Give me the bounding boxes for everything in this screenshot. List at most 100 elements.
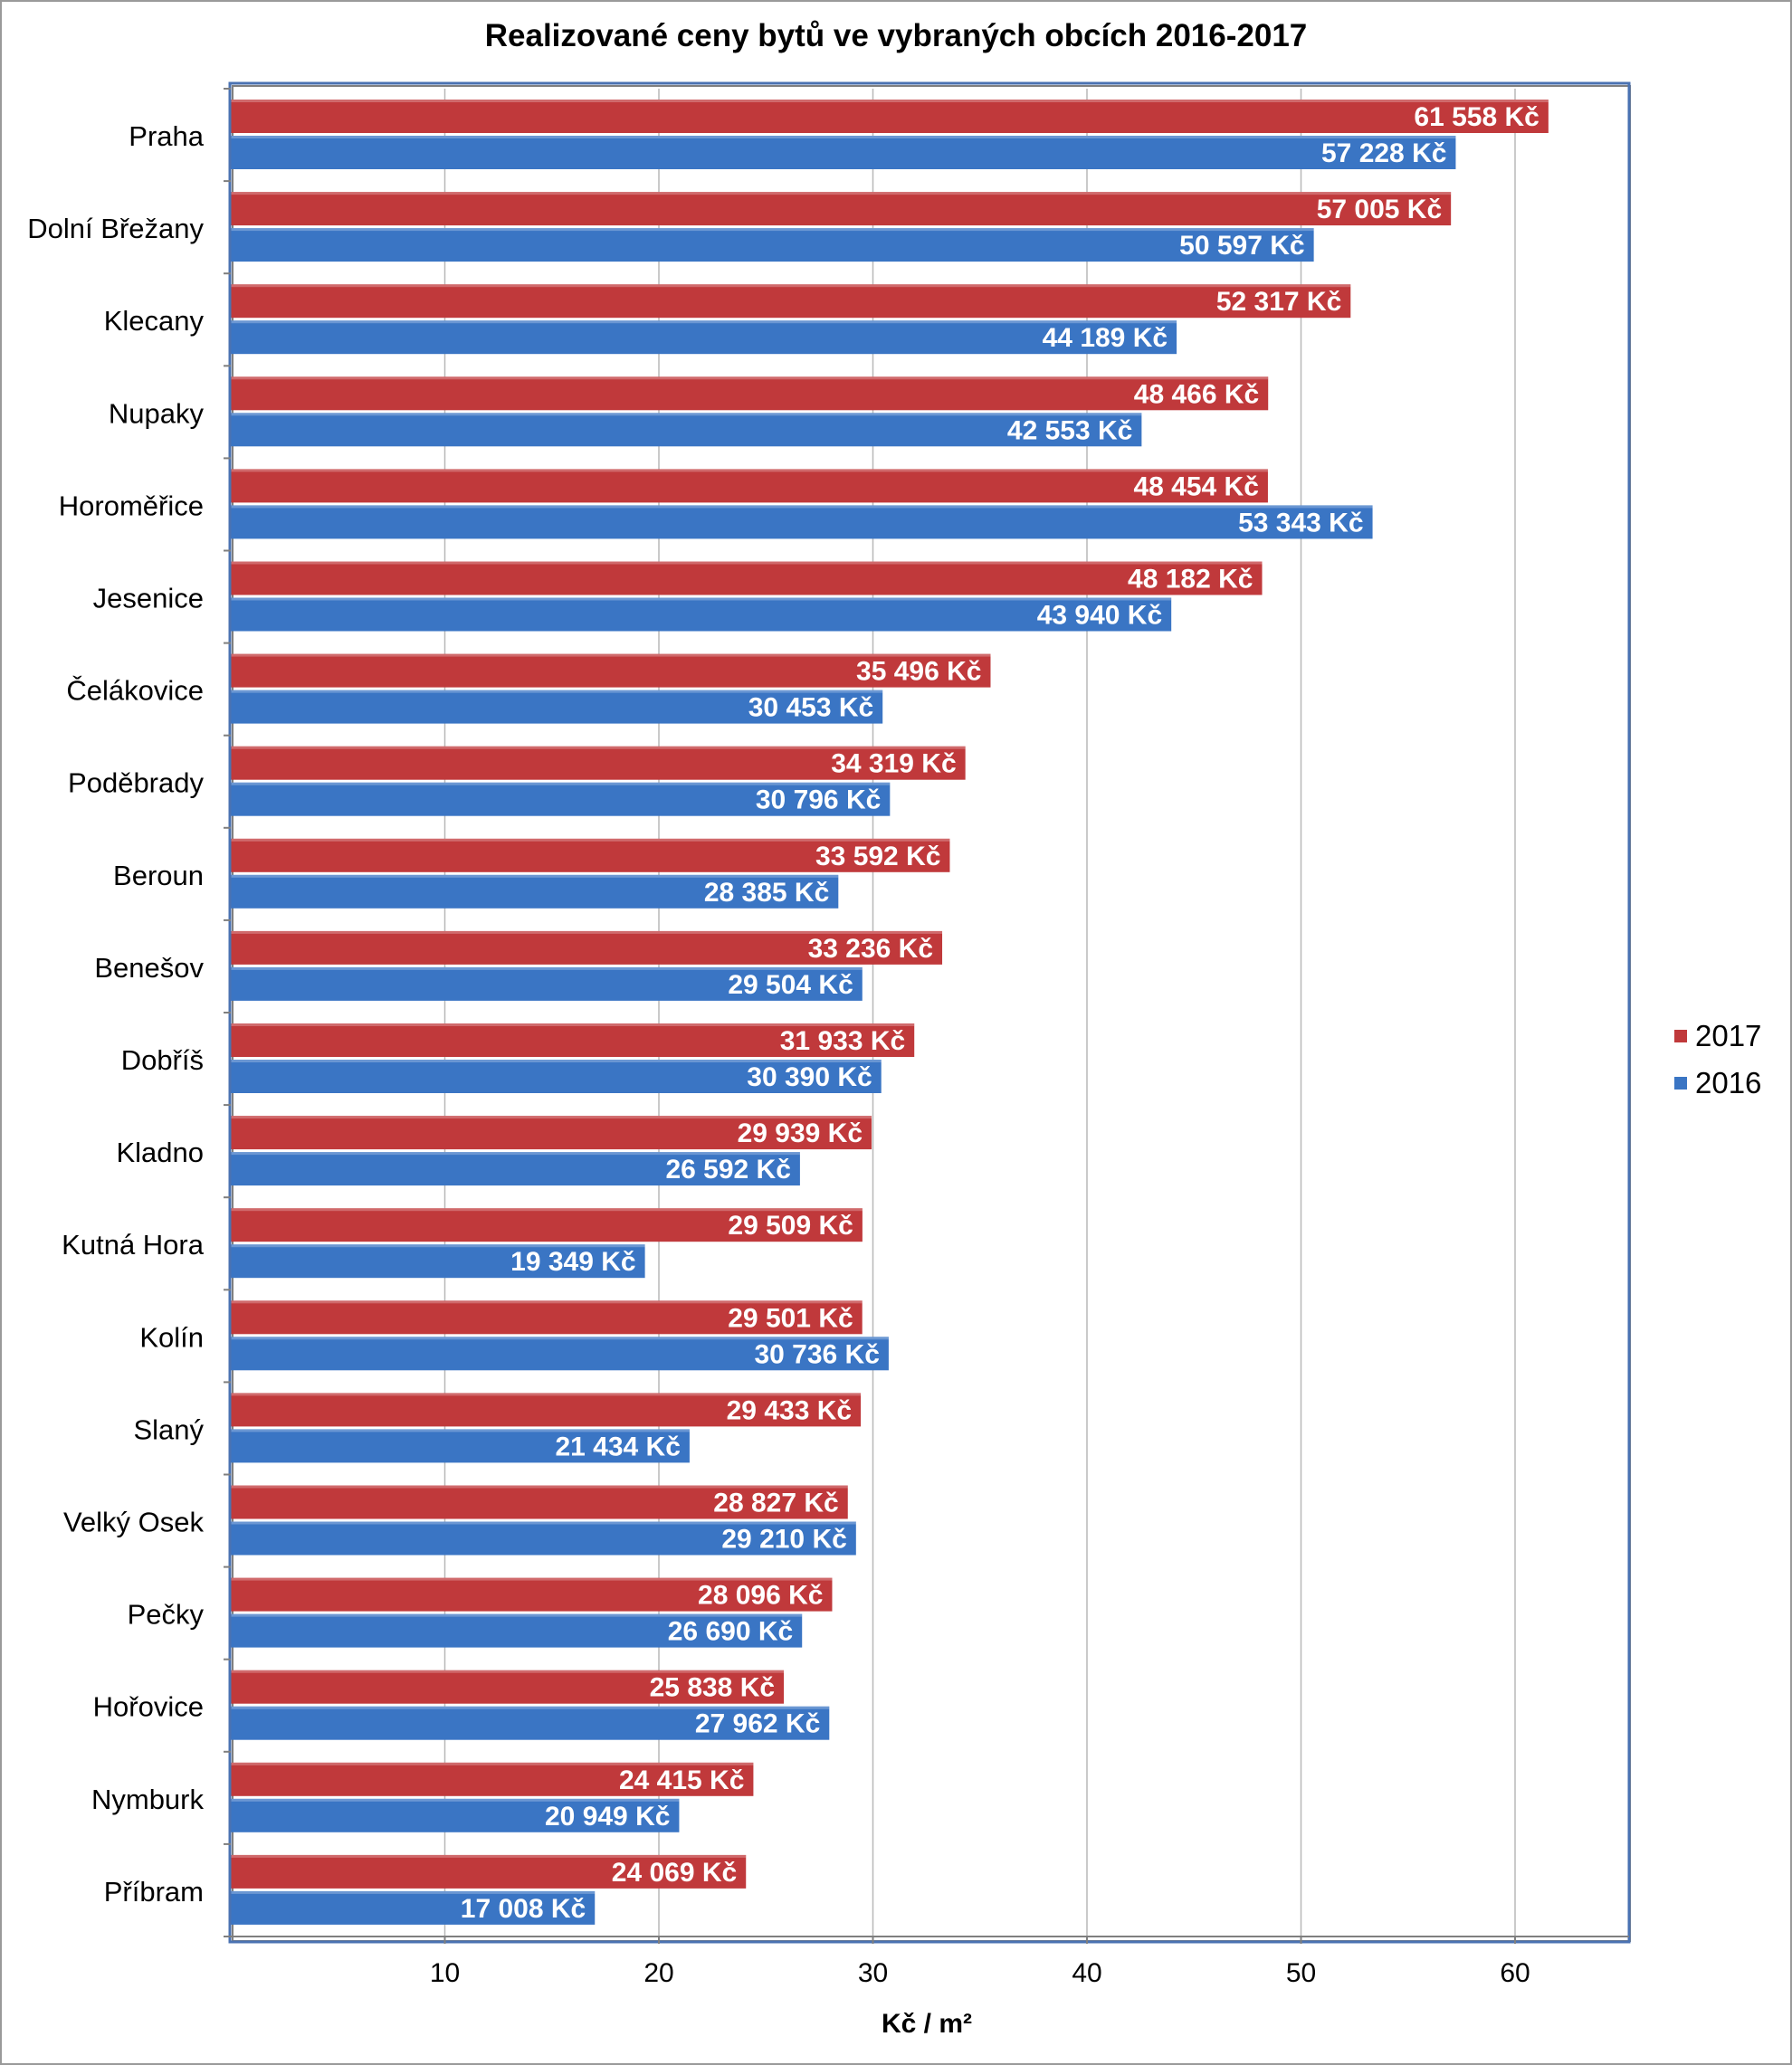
bar-highlight [231,1116,872,1119]
bar-highlight [231,838,950,842]
category-label: Kutná Hora [62,1229,205,1261]
category-label: Jesenice [93,583,204,614]
bar-2017 [231,1577,833,1612]
data-label: 48 454 Kč [1133,471,1258,501]
data-label: 20 949 Kč [545,1802,670,1832]
data-label: 29 939 Kč [738,1118,863,1148]
bar-2017 [231,1116,872,1150]
data-label: 25 838 Kč [650,1673,775,1703]
category-label: Klecany [104,305,205,337]
category-label: Dobříš [121,1044,204,1076]
bar-highlight [231,469,1268,472]
bar-highlight [231,1393,862,1396]
bar-2017 [231,561,1263,595]
data-label: 43 940 Kč [1037,601,1162,631]
bar-highlight [231,376,1269,380]
bar-highlight [231,505,1373,509]
bar-highlight [231,1208,863,1212]
chart-title: Realizované ceny bytů ve vybraných obcíc… [484,18,1308,53]
category-label: Nymburk [91,1784,205,1815]
bar-highlight [231,1337,889,1340]
legend-swatch-2016 [1674,1077,1687,1090]
bar-2016 [231,1337,889,1371]
data-label: 28 096 Kč [698,1581,823,1611]
bar-2017 [231,1208,863,1242]
data-label: 61 558 Kč [1414,102,1539,132]
bar-2016 [231,1429,690,1463]
legend-swatch-2017 [1674,1030,1687,1042]
category-label: Dolní Břežany [27,213,204,244]
bar-2017 [231,930,943,965]
bar-highlight [231,320,1177,324]
data-label: 50 597 Kč [1179,231,1304,261]
x-tick-label: 60 [1500,1958,1530,1988]
bar-highlight [231,1613,803,1617]
data-label: 29 504 Kč [728,970,853,1000]
bar-2016 [231,782,891,816]
data-label: 42 553 Kč [1007,415,1132,445]
bar-2016 [231,966,863,1001]
bar-highlight [231,782,891,785]
bar-2016 [231,597,1172,632]
x-tick-label: 20 [643,1958,673,1988]
bar-highlight [231,1429,690,1432]
bar-2016 [231,228,1314,262]
data-label: 30 796 Kč [756,785,881,815]
data-label: 26 690 Kč [668,1617,793,1647]
data-label: 29 509 Kč [728,1211,853,1241]
plot-area [232,85,1631,1942]
bar-2016 [231,413,1142,447]
bar-2016 [231,136,1456,169]
x-tick-label: 10 [430,1958,460,1988]
bar-2017 [231,1300,863,1335]
bar-2017 [231,653,991,688]
bar-2016 [231,320,1177,355]
bar-2016 [231,690,883,724]
bar-highlight [231,690,883,693]
bar-highlight [231,136,1456,138]
bar-highlight [231,413,1142,416]
data-label: 44 189 Kč [1043,323,1168,353]
category-label: Pečky [128,1599,205,1631]
bar-2016 [231,1152,800,1186]
data-label: 57 005 Kč [1317,195,1442,224]
category-label: Nupaky [109,397,205,429]
category-label: Čelákovice [66,675,204,707]
data-label: 31 933 Kč [780,1026,905,1056]
bar-2016 [231,1521,856,1556]
bar-highlight [231,1300,863,1304]
data-label: 48 466 Kč [1134,379,1259,409]
bar-2017 [231,1762,754,1796]
data-label: 30 736 Kč [754,1339,879,1369]
bar-highlight [231,1706,830,1709]
category-label: Horoměřice [59,490,204,521]
bar-2017 [231,1854,747,1889]
bar-2017 [231,100,1549,133]
legend-label: 2016 [1695,1066,1761,1099]
bar-highlight [231,1485,848,1489]
bar-2017 [231,376,1269,411]
category-label: Hořovice [93,1691,204,1723]
bar-highlight [231,192,1452,195]
bar-2016 [231,1890,596,1925]
bar-highlight [231,100,1549,102]
data-label: 17 008 Kč [461,1894,586,1924]
bar-highlight [231,874,839,878]
data-label: 30 453 Kč [748,693,873,723]
bar-2017 [231,1393,862,1427]
bar-highlight [231,746,966,749]
bar-2017 [231,746,966,780]
bar-2016 [231,1798,680,1832]
bar-highlight [231,1854,747,1858]
data-label: 52 317 Kč [1216,287,1341,317]
data-label: 27 962 Kč [695,1709,820,1739]
data-label: 28 385 Kč [704,878,829,908]
bar-2017 [231,469,1268,503]
bar-highlight [231,1244,645,1248]
bar-highlight [231,597,1172,601]
data-label: 29 210 Kč [721,1525,846,1555]
bar-highlight [231,1023,915,1026]
data-label: 33 592 Kč [815,842,940,871]
data-label: 29 433 Kč [727,1395,852,1425]
category-label: Beroun [113,860,204,891]
